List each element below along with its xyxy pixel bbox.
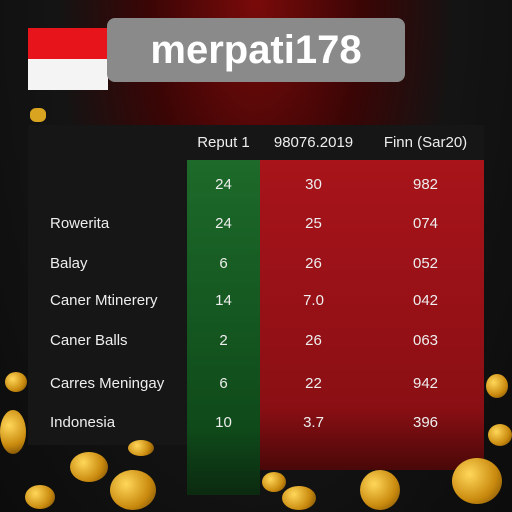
cell: 942: [412, 374, 439, 392]
row-label: Caner Mtinerery: [50, 291, 158, 309]
col-red: [260, 160, 484, 470]
cell: 10: [215, 413, 232, 431]
coin: [70, 452, 108, 482]
title: merpati178: [107, 18, 405, 82]
coin: [360, 470, 400, 510]
cell: 052: [412, 254, 439, 272]
cell: 24: [215, 175, 232, 193]
cell: 30: [305, 175, 322, 193]
cell: 074: [412, 214, 439, 232]
cell: 2: [219, 331, 228, 349]
coin: [5, 372, 27, 392]
cell: 25: [305, 214, 322, 232]
cell: 6: [219, 374, 228, 392]
row-label: Rowerita: [50, 214, 110, 232]
column-header: 98076.2019: [273, 134, 354, 151]
coin: [25, 485, 55, 509]
cell: 7.0: [303, 291, 324, 309]
row-label: Indonesia: [50, 413, 116, 431]
cell: 6: [219, 254, 228, 272]
coin: [452, 458, 502, 504]
cell: 26: [305, 254, 322, 272]
row-label: Caner Balls: [50, 331, 128, 349]
cell: 396: [412, 413, 439, 431]
row-label: Carres Meningay: [50, 374, 165, 392]
cell: 3.7: [303, 413, 324, 431]
cell: 26: [305, 331, 322, 349]
cell: 042: [412, 291, 439, 309]
flag-red: [28, 28, 108, 59]
coin: [488, 424, 512, 446]
coin: [0, 410, 26, 454]
row-label: Balay: [50, 254, 88, 272]
coin: [262, 472, 286, 492]
col-green: [187, 160, 260, 495]
cell: 063: [412, 331, 439, 349]
cell: 22: [305, 374, 322, 392]
cell: 14: [215, 291, 232, 309]
flag-white: [28, 59, 108, 90]
cell: 982: [412, 175, 439, 193]
column-header: Finn (Sar20): [383, 134, 468, 151]
column-header: Reput 1: [197, 134, 250, 151]
coin: [282, 486, 316, 510]
icon: [30, 108, 46, 122]
cell: 24: [215, 214, 232, 232]
coin: [128, 440, 154, 456]
coin: [110, 470, 156, 510]
coin: [486, 374, 508, 398]
